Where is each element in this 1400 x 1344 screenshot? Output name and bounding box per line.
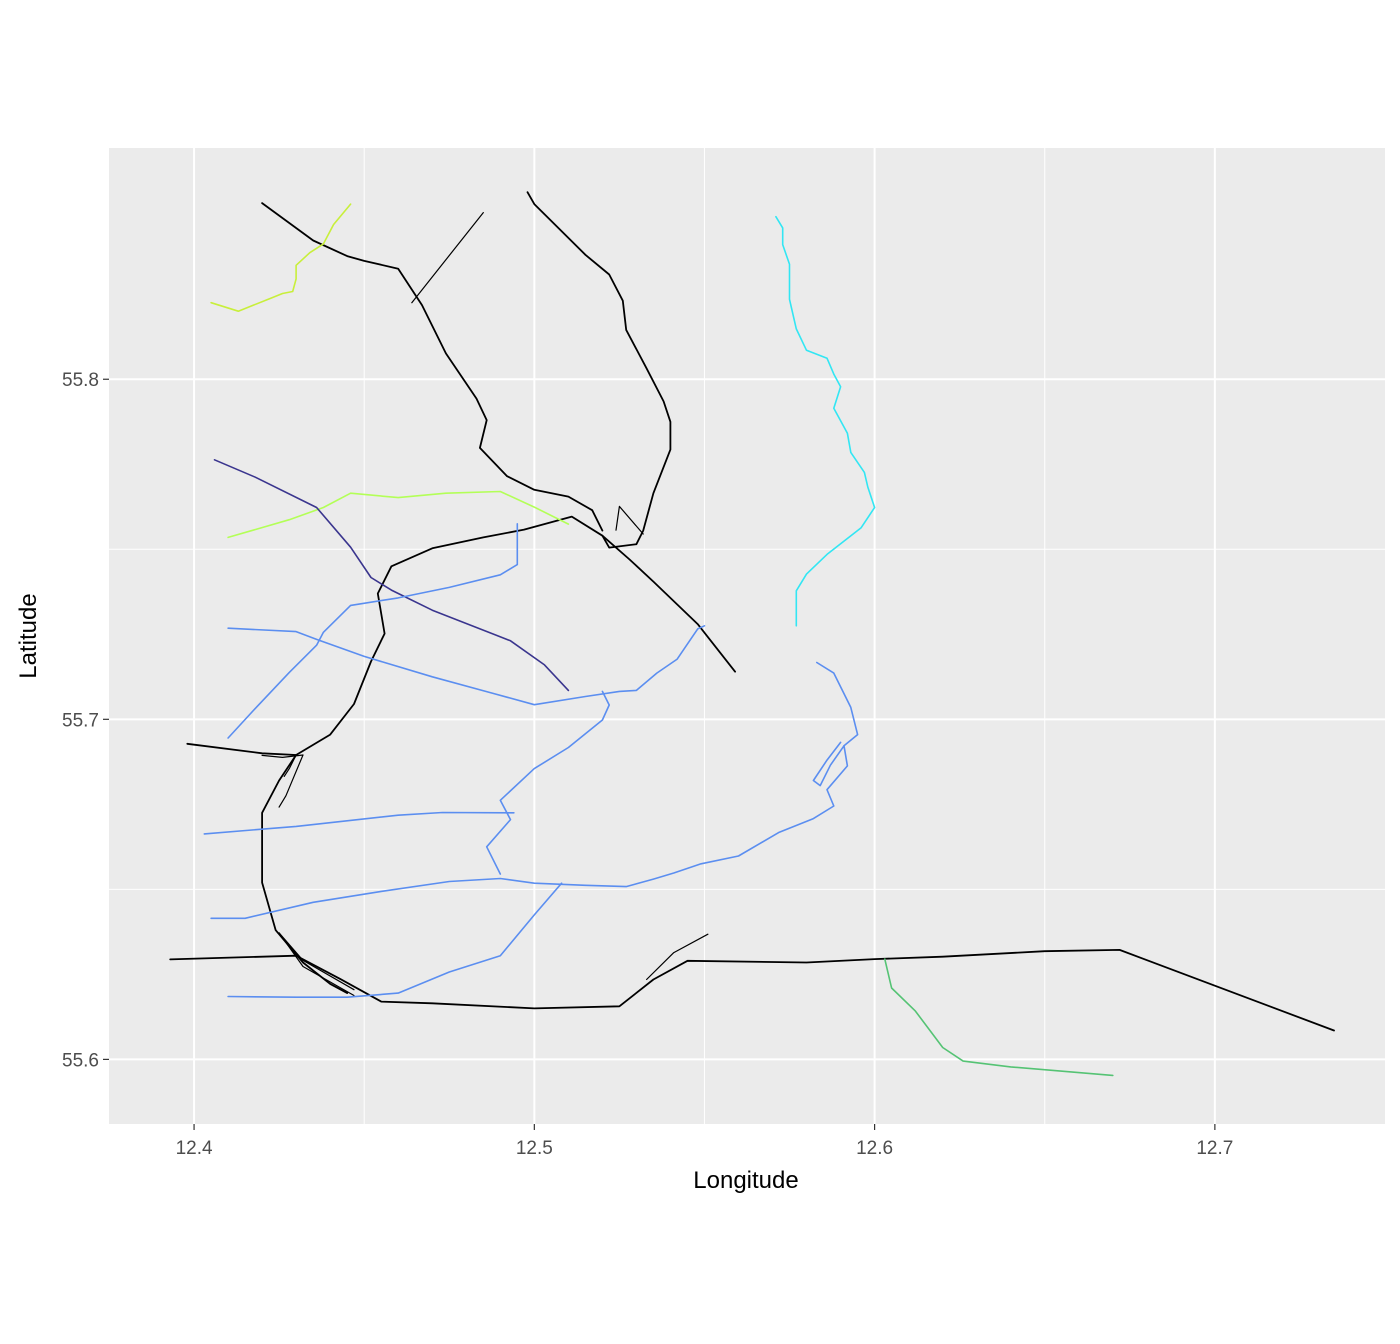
- route-lines: [169, 191, 1335, 1077]
- route-line-5: [526, 191, 672, 549]
- y-tick-label: 55.7: [62, 710, 99, 731]
- route-line-14: [227, 490, 570, 539]
- route-line-8: [261, 754, 304, 808]
- route-line-9: [283, 754, 297, 777]
- x-axis: 12.4 12.5 12.6 12.7: [176, 1124, 1233, 1159]
- x-tick-label: 12.6: [856, 1138, 893, 1159]
- major-gridlines: [109, 148, 1385, 1124]
- route-line-19: [485, 690, 610, 875]
- y-axis-label: Latitude: [15, 593, 42, 678]
- route-line-16: [775, 215, 876, 627]
- route-line-7: [411, 212, 484, 304]
- x-tick-label: 12.4: [176, 1138, 213, 1159]
- route-line-4: [261, 754, 349, 994]
- route-line-17: [227, 523, 519, 739]
- route-line-10: [278, 932, 355, 991]
- route-line-1: [169, 949, 1335, 1032]
- route-line-22: [812, 741, 845, 787]
- route-line-13: [210, 203, 352, 312]
- route-line-3: [186, 515, 736, 756]
- route-line-6: [261, 202, 604, 532]
- route-line-23: [227, 882, 563, 998]
- y-tick-label: 55.6: [62, 1050, 99, 1071]
- route-line-24: [884, 958, 1114, 1077]
- route-line-12: [615, 505, 644, 535]
- y-tick-label: 55.8: [62, 370, 99, 391]
- x-axis-label: Longitude: [693, 1167, 798, 1194]
- route-line-18: [227, 625, 706, 706]
- y-axis: 55.6 55.7 55.8: [62, 370, 109, 1071]
- route-line-21: [210, 661, 859, 920]
- x-tick-label: 12.5: [516, 1138, 553, 1159]
- route-line-20: [203, 811, 515, 835]
- minor-gridlines: [109, 148, 1385, 1124]
- route-line-15: [213, 459, 570, 692]
- route-line-11: [278, 932, 355, 997]
- route-line-2: [646, 933, 709, 981]
- x-tick-label: 12.7: [1196, 1138, 1233, 1159]
